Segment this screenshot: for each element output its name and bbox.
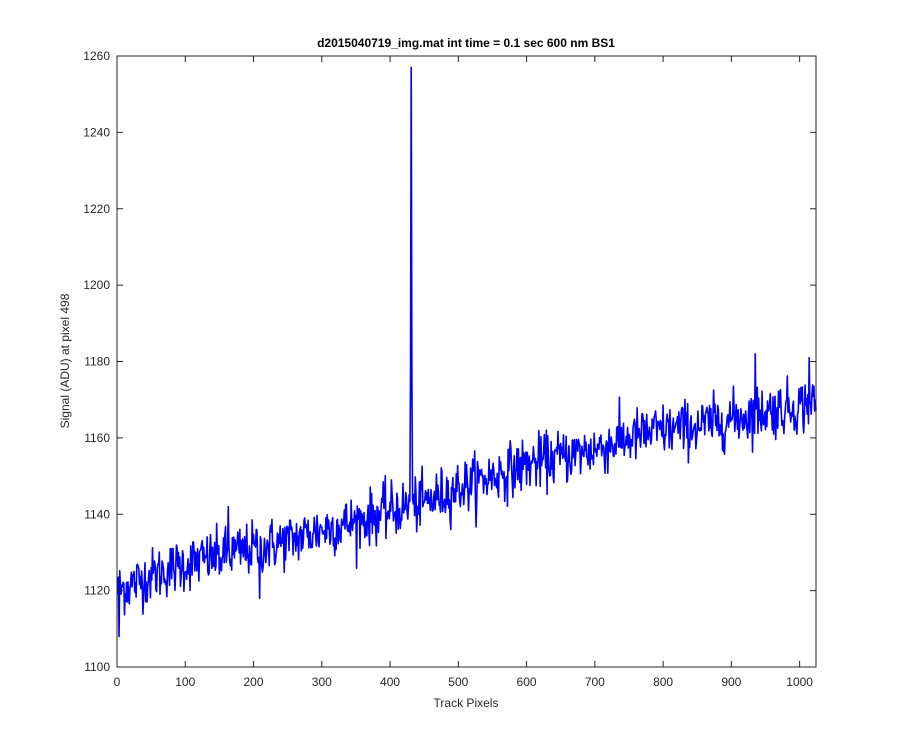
y-tick-label: 1120	[84, 584, 110, 598]
x-tick-label: 300	[312, 675, 332, 689]
y-tick-label: 1180	[84, 355, 110, 369]
x-tick-label: 700	[585, 675, 605, 689]
y-tick-label: 1220	[83, 202, 110, 216]
chart-title: d2015040719_img.mat int time = 0.1 sec 6…	[317, 36, 615, 50]
x-tick-label: 1000	[786, 675, 813, 689]
y-tick-label: 1240	[83, 125, 110, 139]
x-tick-label: 500	[448, 675, 468, 689]
x-tick-label: 900	[721, 675, 741, 689]
y-tick-label: 1140	[84, 507, 110, 521]
x-tick-label: 0	[114, 675, 121, 689]
x-tick-label: 400	[380, 675, 400, 689]
y-axis-label: Signal (ADU) at pixel 498	[58, 293, 72, 428]
x-tick-label: 100	[175, 675, 195, 689]
x-axis-label: Track Pixels	[434, 696, 499, 710]
y-tick-label: 1200	[83, 278, 110, 292]
series-layer	[116, 66, 817, 638]
x-tick-label: 600	[517, 675, 537, 689]
x-ticks: 0 100 200 300 400 500 600 700 800 900 1000	[114, 56, 813, 689]
x-tick-label: 800	[653, 675, 673, 689]
signal-series-line	[116, 66, 817, 638]
x-tick-label: 200	[244, 675, 264, 689]
y-tick-label: 1260	[83, 49, 110, 63]
plot-area-background	[117, 56, 816, 667]
y-tick-label: 1100	[84, 660, 110, 674]
y-ticks: 1100 1120 1140 1160 1180 1200 1220 1240 1260	[83, 49, 816, 674]
y-tick-label: 1160	[84, 431, 110, 445]
